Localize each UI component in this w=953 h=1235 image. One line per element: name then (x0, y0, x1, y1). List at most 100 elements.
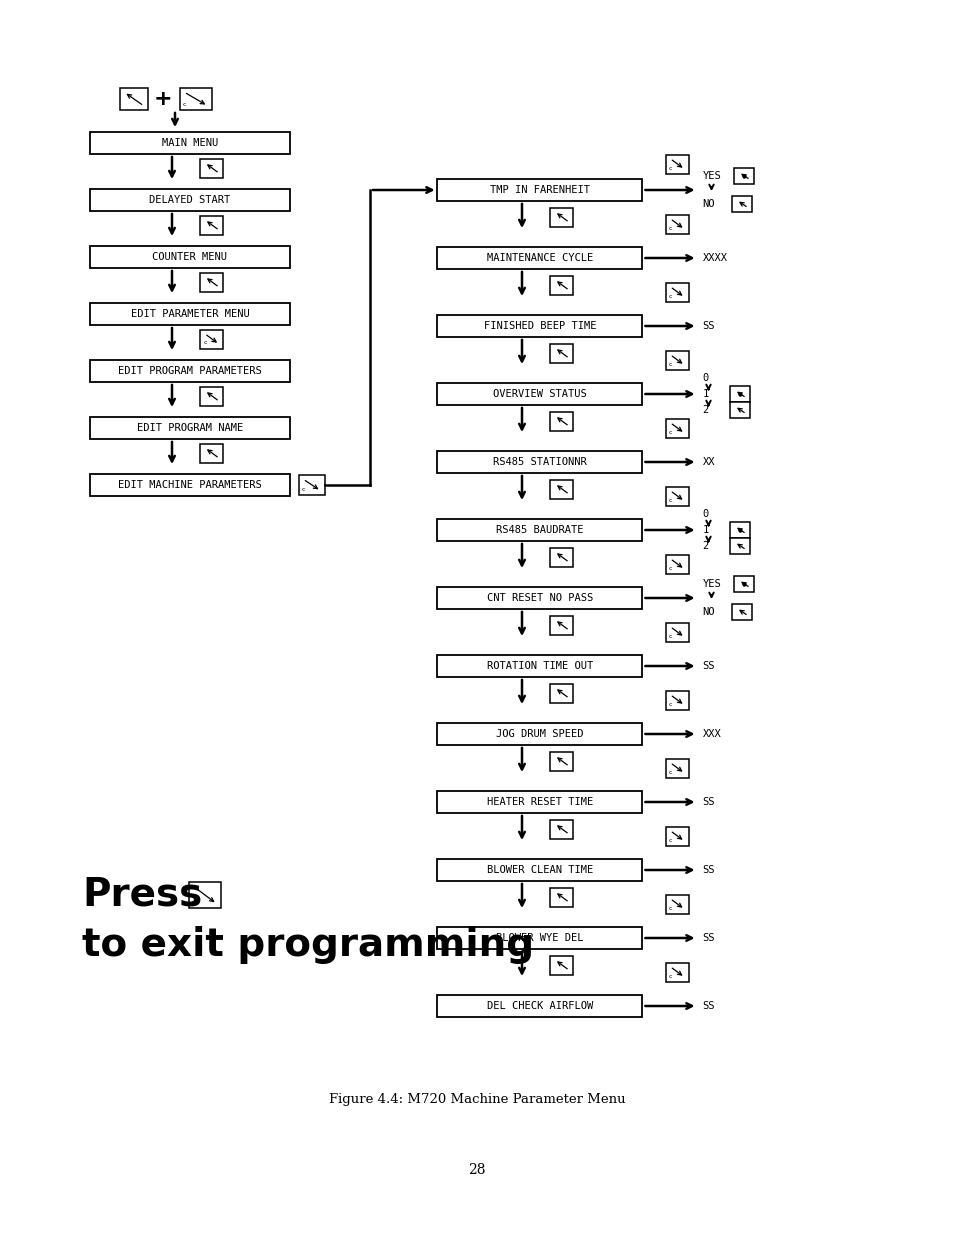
Text: BLOWER WYE DEL: BLOWER WYE DEL (496, 932, 583, 944)
Bar (730, 538, 750, 555)
Bar (550, 752, 573, 771)
Bar (734, 168, 754, 184)
Text: EDIT PROGRAM NAME: EDIT PROGRAM NAME (136, 424, 243, 433)
Bar (120, 88, 148, 110)
Bar (665, 894, 688, 914)
Text: c: c (668, 430, 672, 435)
Bar (550, 547, 573, 567)
Text: to exit programming: to exit programming (82, 926, 534, 965)
Text: CNT RESET NO PASS: CNT RESET NO PASS (486, 593, 593, 603)
Text: 1: 1 (701, 389, 708, 399)
Bar (437, 927, 641, 948)
Text: SS: SS (701, 797, 714, 806)
Bar (437, 655, 641, 677)
Text: 2: 2 (701, 541, 708, 551)
Text: 0: 0 (701, 509, 708, 519)
Bar (298, 475, 325, 495)
Bar (180, 88, 212, 110)
Bar (550, 956, 573, 974)
Text: COUNTER MENU: COUNTER MENU (152, 252, 227, 262)
Text: SS: SS (701, 932, 714, 944)
Text: 28: 28 (468, 1163, 485, 1177)
Text: OVERVIEW STATUS: OVERVIEW STATUS (493, 389, 586, 399)
Text: EDIT MACHINE PARAMETERS: EDIT MACHINE PARAMETERS (118, 480, 262, 490)
Text: c: c (192, 900, 195, 905)
Bar (550, 615, 573, 635)
Text: c: c (302, 487, 305, 492)
Bar (437, 451, 641, 473)
Bar (437, 995, 641, 1016)
Bar (550, 411, 573, 431)
Bar (90, 474, 290, 496)
Text: XXX: XXX (701, 729, 720, 739)
Bar (730, 522, 750, 538)
Bar (550, 207, 573, 226)
Text: XX: XX (701, 457, 714, 467)
Text: DEL CHECK AIRFLOW: DEL CHECK AIRFLOW (486, 1002, 593, 1011)
Text: NO: NO (701, 199, 714, 209)
Text: FINISHED BEEP TIME: FINISHED BEEP TIME (483, 321, 596, 331)
Text: HEATER RESET TIME: HEATER RESET TIME (486, 797, 593, 806)
Text: XXXX: XXXX (701, 253, 727, 263)
Bar (665, 690, 688, 709)
Bar (734, 576, 754, 592)
Text: 1: 1 (701, 525, 708, 535)
Text: YES: YES (701, 170, 720, 182)
Text: c: c (183, 103, 186, 107)
Bar (437, 315, 641, 337)
Bar (189, 882, 221, 908)
Text: BLOWER CLEAN TIME: BLOWER CLEAN TIME (486, 864, 593, 876)
Text: DELAYED START: DELAYED START (150, 195, 231, 205)
Bar (665, 758, 688, 778)
Text: c: c (668, 566, 672, 571)
Bar (90, 417, 290, 438)
Text: EDIT PROGRAM PARAMETERS: EDIT PROGRAM PARAMETERS (118, 366, 262, 375)
Bar (437, 722, 641, 745)
Bar (550, 343, 573, 363)
Bar (732, 604, 752, 620)
Text: c: c (668, 701, 672, 706)
Text: EDIT PARAMETER MENU: EDIT PARAMETER MENU (131, 309, 249, 319)
Bar (665, 419, 688, 437)
Text: 0: 0 (701, 373, 708, 383)
Text: c: c (668, 362, 672, 367)
Bar (665, 826, 688, 846)
Bar (437, 519, 641, 541)
Text: c: c (203, 341, 207, 346)
Bar (437, 383, 641, 405)
Text: c: c (668, 226, 672, 231)
Bar (665, 215, 688, 233)
Bar (437, 790, 641, 813)
Bar (437, 247, 641, 269)
Bar (665, 154, 688, 173)
Bar (200, 387, 223, 405)
Text: MAINTENANCE CYCLE: MAINTENANCE CYCLE (486, 253, 593, 263)
Text: SS: SS (701, 661, 714, 671)
Text: c: c (668, 165, 672, 170)
Bar (665, 962, 688, 982)
Bar (550, 888, 573, 906)
Text: RS485 BAUDRATE: RS485 BAUDRATE (496, 525, 583, 535)
Bar (200, 330, 223, 348)
Text: SS: SS (701, 1002, 714, 1011)
Bar (665, 351, 688, 369)
Text: TMP IN FARENHEIT: TMP IN FARENHEIT (490, 185, 589, 195)
Text: SS: SS (701, 864, 714, 876)
Bar (665, 283, 688, 301)
Text: MAIN MENU: MAIN MENU (162, 138, 218, 148)
Text: YES: YES (701, 579, 720, 589)
Text: c: c (668, 973, 672, 978)
Bar (550, 275, 573, 294)
Bar (90, 189, 290, 211)
Bar (665, 622, 688, 641)
Text: c: c (668, 769, 672, 774)
Text: RS485 STATIONNR: RS485 STATIONNR (493, 457, 586, 467)
Bar (200, 443, 223, 462)
Text: 2: 2 (701, 405, 708, 415)
Bar (732, 196, 752, 212)
Bar (90, 246, 290, 268)
Text: NO: NO (701, 606, 714, 618)
Bar (90, 132, 290, 154)
Bar (665, 487, 688, 505)
Bar (437, 179, 641, 201)
